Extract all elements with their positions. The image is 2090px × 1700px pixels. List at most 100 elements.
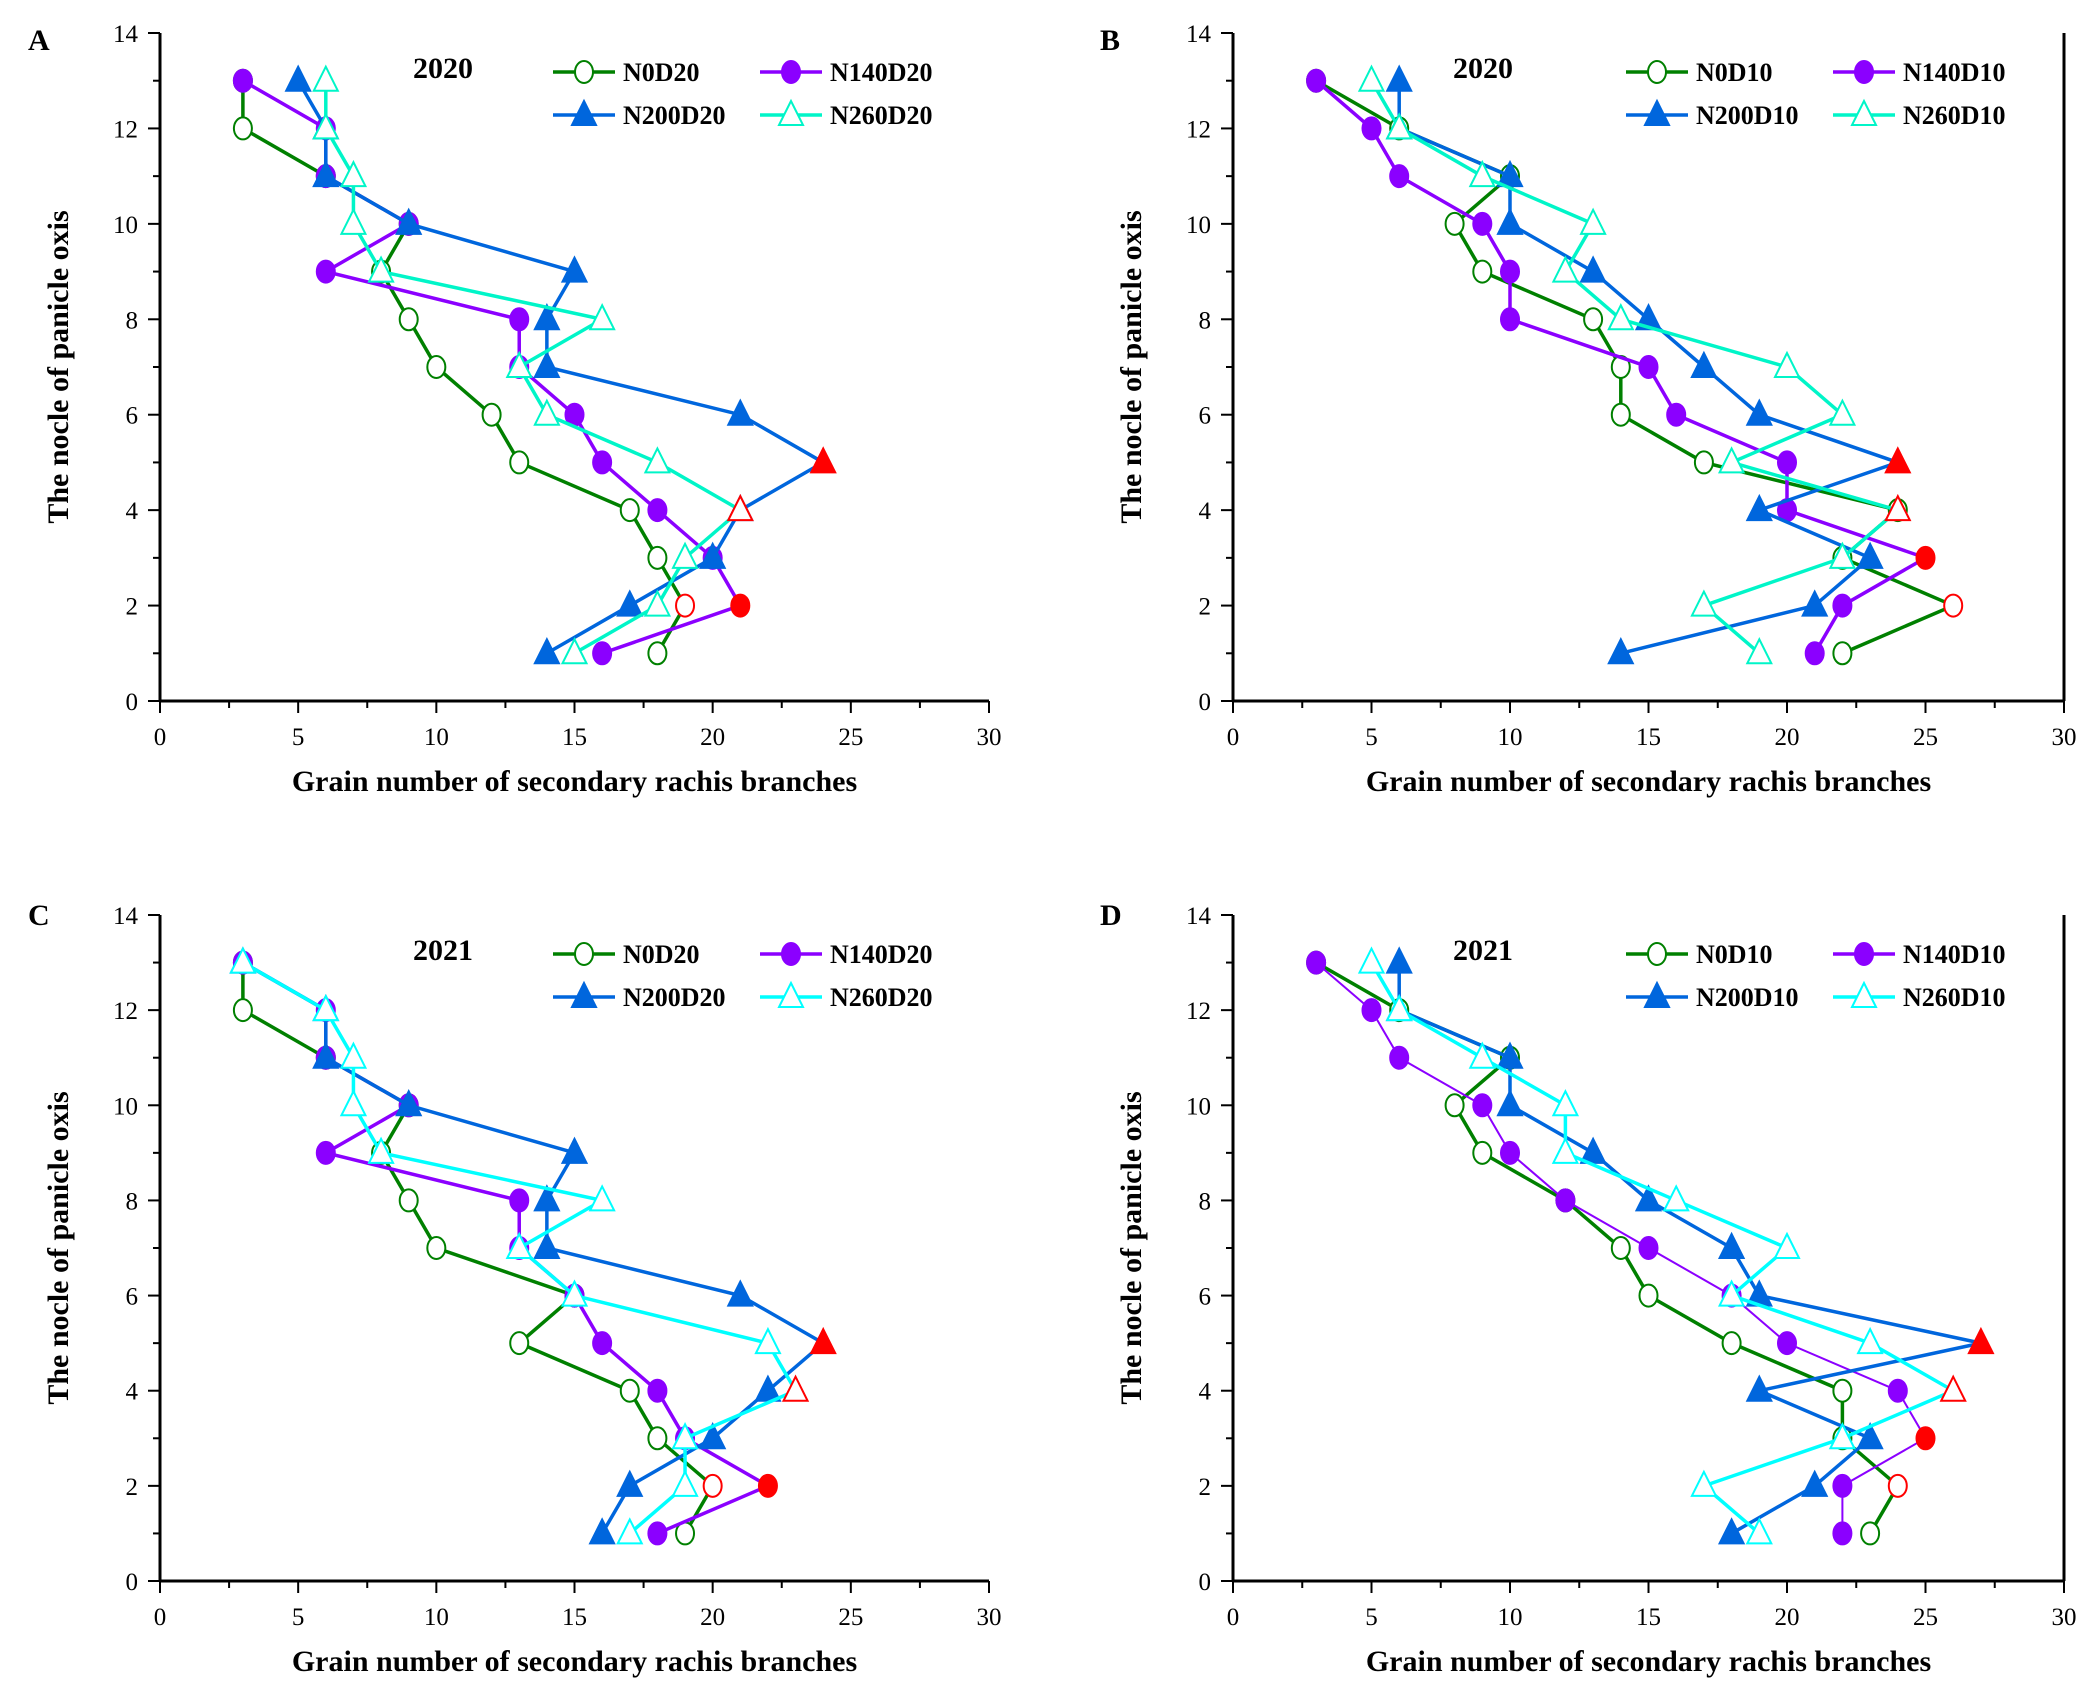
data-point [671,1469,699,1497]
data-point [509,1188,530,1213]
data-point [1472,1140,1493,1165]
y-tick-label: 0 [1199,689,1212,716]
data-point [1306,950,1327,975]
legend-marker [1643,98,1671,126]
data-point [1496,159,1524,188]
data-point [592,641,613,666]
x-tick-label: 25 [1913,724,1938,751]
x-tick-label: 20 [1775,1604,1800,1631]
data-point [1610,1236,1631,1260]
legend-marker [570,98,598,126]
data-point [1717,1517,1746,1545]
data-point [1638,355,1659,379]
data-point [1693,450,1714,475]
legend-marker [1854,60,1874,84]
y-axis-title: The nocle of panicle oxis [42,210,75,523]
data-point [647,641,668,666]
data-point [533,350,561,378]
y-tick-label: 0 [126,1569,139,1596]
data-point [1832,641,1853,666]
legend-label: N140D20 [830,58,933,87]
data-point [699,541,727,569]
data-point [1638,1236,1659,1260]
legend-marker [1850,980,1878,1008]
data-point [1389,1045,1410,1070]
data-point [699,1422,727,1450]
legend-label: N140D20 [830,940,933,969]
data-point [616,589,644,617]
series-line [1397,962,1982,1535]
data-point [1801,1469,1829,1497]
data-point [367,1136,395,1164]
series-N140D10 [1306,68,1936,666]
x-axis-title: Grain number of secondary rachis branche… [292,765,857,798]
max-data-point [726,493,754,522]
data-point [509,307,530,332]
chart-title: 2020 [413,52,473,85]
panel-C: C 0 5 10 15 20 25 30 0 2 4 6 8 10 12 14 Grain number of … [28,899,1002,1678]
data-point [1832,593,1853,618]
legend: N0D20 N140D20 N200D20 N260D20 [553,58,933,130]
data-point [1607,303,1635,331]
data-point [1662,1184,1690,1212]
x-tick-label: 10 [1498,724,1523,751]
data-point [315,259,336,284]
legend-marker [781,942,801,966]
data-point [1468,159,1496,188]
max-data-point [1939,1374,1967,1402]
series-N200D10 [1385,64,1912,665]
max-data-point [1967,1326,1995,1355]
data-point [588,1184,616,1212]
y-tick-label: 2 [1199,1474,1212,1501]
series-N260D10 [1357,946,1967,1545]
legend: N0D20 N140D20 N200D20 N260D20 [553,940,933,1012]
data-point [312,112,340,140]
series-N0D10 [1306,68,1964,666]
max-data-point [1915,545,1936,570]
data-point [1690,350,1718,378]
panel-D: D 0 5 10 15 20 25 30 0 2 4 6 8 10 12 14 Grain number of … [1100,899,2077,1678]
data-point [647,1378,668,1403]
x-tick-label: 20 [700,1604,725,1631]
data-point [1496,207,1524,235]
series-N260D20 [312,64,754,665]
data-point [1551,1136,1580,1164]
x-tick-label: 25 [838,724,863,751]
series-line [241,962,715,1535]
y-tick-label: 2 [126,594,139,621]
x-tick-label: 5 [1365,724,1378,751]
max-data-point [702,1473,723,1498]
legend-marker [1643,980,1671,1008]
x-tick-label: 10 [424,1604,449,1631]
data-point [647,1426,668,1451]
legend-label: N260D10 [1903,983,2006,1012]
x-tick-label: 10 [1498,1604,1523,1631]
legend-marker [1854,942,1874,966]
data-point [1745,1374,1773,1402]
data-point [1832,1378,1853,1403]
y-tick-label: 2 [126,1474,139,1501]
y-tick-label: 14 [113,903,139,930]
data-point [426,355,447,379]
data-point [1801,589,1829,617]
y-axis-title: The nocle of panicle oxis [1115,1091,1148,1404]
x-tick-label: 5 [292,724,305,751]
x-tick-label: 15 [562,724,587,751]
x-tick-label: 15 [562,1604,587,1631]
data-point [619,1378,640,1403]
data-point [671,541,699,569]
data-point [232,998,253,1023]
x-axis-title: Grain number of secondary rachis branche… [292,1645,857,1678]
data-point [395,1089,423,1117]
chart-title: 2021 [413,934,473,967]
data-point [1500,259,1520,284]
panel-label: C [28,899,50,932]
x-tick-label: 5 [292,1604,305,1631]
data-point [1361,998,1382,1023]
data-point [339,1089,368,1117]
data-point [232,68,253,93]
data-point [395,207,423,235]
data-point [1472,211,1493,236]
data-point [1634,303,1663,331]
panel-label: B [1100,24,1120,57]
